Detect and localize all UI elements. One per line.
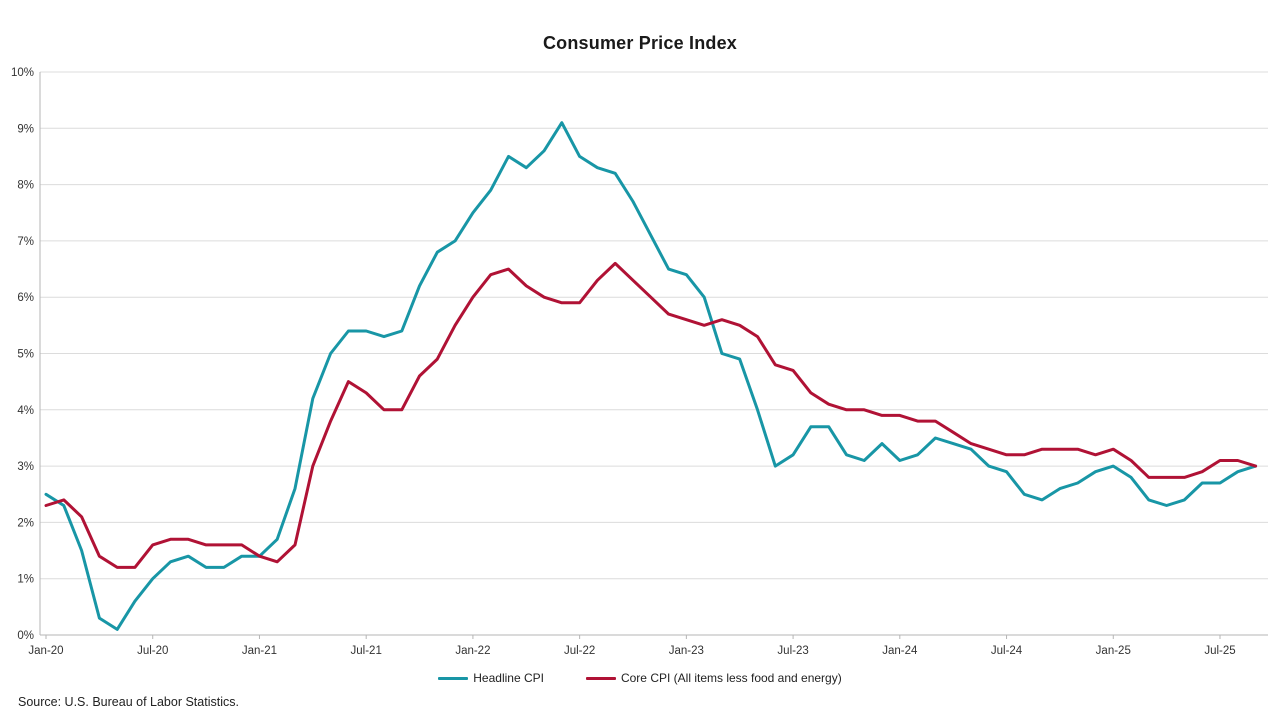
y-tick-label: 8%: [17, 180, 34, 192]
x-tick-label: Jul-25: [1204, 645, 1235, 657]
x-tick-label: Jan-23: [669, 645, 704, 657]
headline-cpi-swatch: [438, 676, 469, 680]
y-tick-label: 10%: [11, 67, 34, 79]
x-tick-label: Jan-24: [882, 645, 918, 657]
legend-item-core-cpi: Core CPI (All items less food and energy…: [585, 671, 842, 685]
y-tick-label: 9%: [17, 123, 34, 135]
legend-item-headline-cpi: Headline CPI: [438, 671, 544, 685]
core-cpi-swatch: [585, 676, 616, 680]
chart-title: Consumer Price Index: [542, 33, 738, 53]
x-tick-label: Jul-20: [137, 645, 168, 657]
legend-label-core-cpi: Core CPI (All items less food and energy…: [620, 671, 842, 685]
core-cpi-all-items-less-food-and-energy-line: [44, 261, 1258, 569]
x-tick-label: Jul-22: [564, 645, 595, 657]
y-tick-label: 7%: [17, 236, 34, 248]
x-tick-label: Jul-24: [991, 645, 1023, 657]
x-tick-label: Jan-21: [242, 645, 277, 657]
legend: Headline CPI Core CPI (All items less fo…: [0, 671, 1280, 685]
legend-label-headline-cpi: Headline CPI: [473, 671, 544, 685]
headline-cpi-line: [44, 121, 1258, 631]
x-tick-label: Jul-23: [777, 645, 808, 657]
x-tick-label: Jan-22: [455, 645, 490, 657]
y-tick-label: 2%: [17, 517, 34, 529]
source-note: Source: U.S. Bureau of Labor Statistics.: [18, 695, 239, 709]
plot-area: 0% 1% 2% 3% 4% 5% 6% 7% 8% 9% 10% Jan-20 Jul-20 Jan-2…: [11, 67, 1268, 657]
y-tick-label: 6%: [17, 292, 34, 304]
y-tick-label: 4%: [17, 405, 34, 417]
y-tick-label: 1%: [17, 574, 34, 586]
y-tick-label: 3%: [17, 461, 34, 473]
y-tick-label: 0%: [17, 630, 34, 642]
y-tick-label: 5%: [17, 349, 34, 361]
x-tick-label: Jan-20: [28, 645, 63, 657]
x-tick-label: Jan-25: [1096, 645, 1131, 657]
x-tick-label: Jul-21: [351, 645, 382, 657]
